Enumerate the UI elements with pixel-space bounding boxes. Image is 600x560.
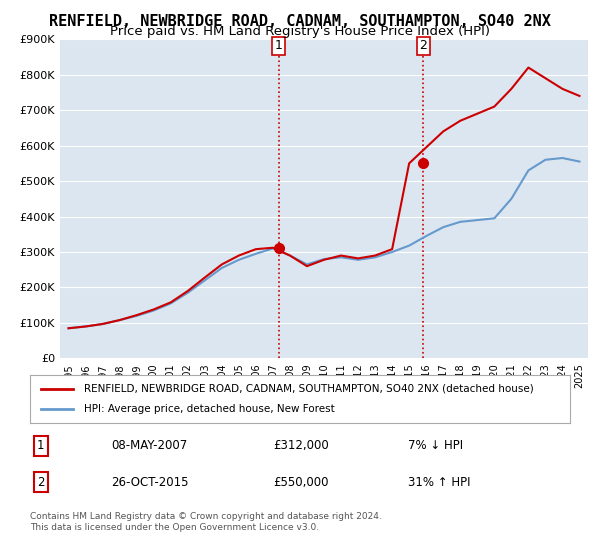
- Text: 08-MAY-2007: 08-MAY-2007: [111, 440, 187, 452]
- Text: 2: 2: [37, 476, 44, 489]
- Text: Price paid vs. HM Land Registry's House Price Index (HPI): Price paid vs. HM Land Registry's House …: [110, 25, 490, 38]
- Text: 31% ↑ HPI: 31% ↑ HPI: [408, 476, 470, 489]
- Text: 1: 1: [275, 39, 283, 52]
- Text: RENFIELD, NEWBRIDGE ROAD, CADNAM, SOUTHAMPTON, SO40 2NX (detached house): RENFIELD, NEWBRIDGE ROAD, CADNAM, SOUTHA…: [84, 384, 534, 394]
- Text: 2: 2: [419, 39, 427, 52]
- Text: £312,000: £312,000: [273, 440, 329, 452]
- Text: RENFIELD, NEWBRIDGE ROAD, CADNAM, SOUTHAMPTON, SO40 2NX: RENFIELD, NEWBRIDGE ROAD, CADNAM, SOUTHA…: [49, 14, 551, 29]
- Text: £550,000: £550,000: [273, 476, 329, 489]
- Text: HPI: Average price, detached house, New Forest: HPI: Average price, detached house, New …: [84, 404, 335, 414]
- Text: 26-OCT-2015: 26-OCT-2015: [111, 476, 188, 489]
- Text: Contains HM Land Registry data © Crown copyright and database right 2024.
This d: Contains HM Land Registry data © Crown c…: [30, 512, 382, 532]
- Text: 7% ↓ HPI: 7% ↓ HPI: [408, 440, 463, 452]
- Text: 1: 1: [37, 440, 44, 452]
